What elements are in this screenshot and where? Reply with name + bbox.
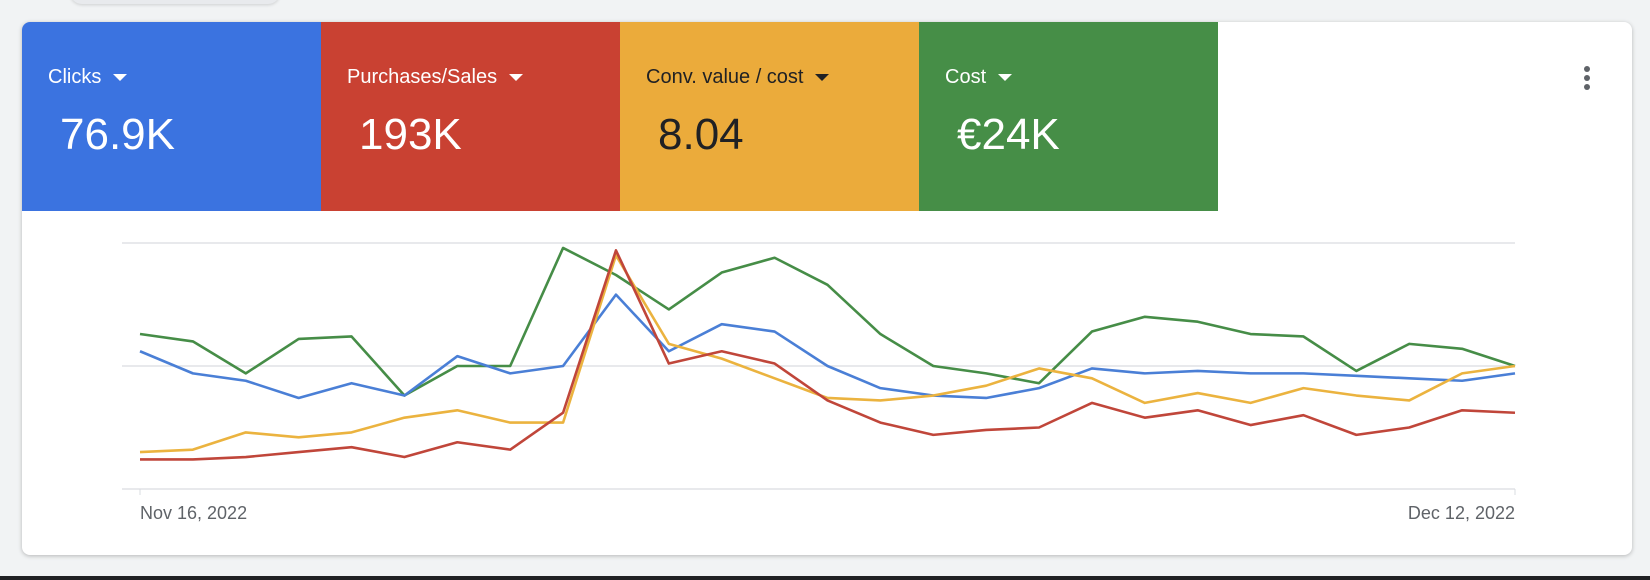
series-line xyxy=(139,293,1516,400)
metric-label-text: Conv. value / cost xyxy=(646,66,804,88)
x-tick-label: Dec 12, 2022 xyxy=(1408,503,1515,523)
metric-tile[interactable]: Clicks 76.9K xyxy=(22,22,321,211)
dropdown-caret[interactable] xyxy=(509,74,524,82)
x-tick-label: Nov 16, 2022 xyxy=(140,503,247,523)
metric-tile[interactable]: Conv. value / cost 8.04 xyxy=(620,22,919,211)
metric-label-text: Cost xyxy=(945,66,987,88)
dropdown-caret[interactable] xyxy=(113,74,128,82)
bottom-bar xyxy=(0,576,1650,580)
metric-label[interactable]: Purchases/Sales xyxy=(347,66,524,89)
metric-label[interactable]: Cost xyxy=(945,66,1013,89)
metric-tiles: Clicks 76.9K Purchases/Sales 193K Conv. valu… xyxy=(22,22,1218,211)
series-line xyxy=(139,246,1516,397)
more-menu[interactable] xyxy=(1582,66,1592,96)
metric-value: 76.9K xyxy=(60,110,175,159)
metric-tile[interactable]: Purchases/Sales 193K xyxy=(321,22,620,211)
dropdown-caret[interactable] xyxy=(815,74,830,82)
metric-value: €24K xyxy=(957,110,1060,159)
series-line xyxy=(139,254,1516,454)
dropdown-caret[interactable] xyxy=(998,74,1013,82)
metric-label-text: Clicks xyxy=(48,66,102,88)
overview-card: Clicks 76.9K Purchases/Sales 193K Conv. valu… xyxy=(22,22,1632,555)
tab[interactable] xyxy=(70,0,280,4)
metric-value: 8.04 xyxy=(658,110,744,159)
series-line xyxy=(140,249,1516,461)
metric-value: 193K xyxy=(359,110,462,159)
metric-label[interactable]: Conv. value / cost xyxy=(646,66,830,89)
chart: Nov 16, 2022 Dec 12, 2022 xyxy=(122,242,1516,523)
metric-tile[interactable]: Cost €24K xyxy=(919,22,1218,211)
metric-label[interactable]: Clicks xyxy=(48,66,128,89)
metric-label-text: Purchases/Sales xyxy=(347,66,498,88)
